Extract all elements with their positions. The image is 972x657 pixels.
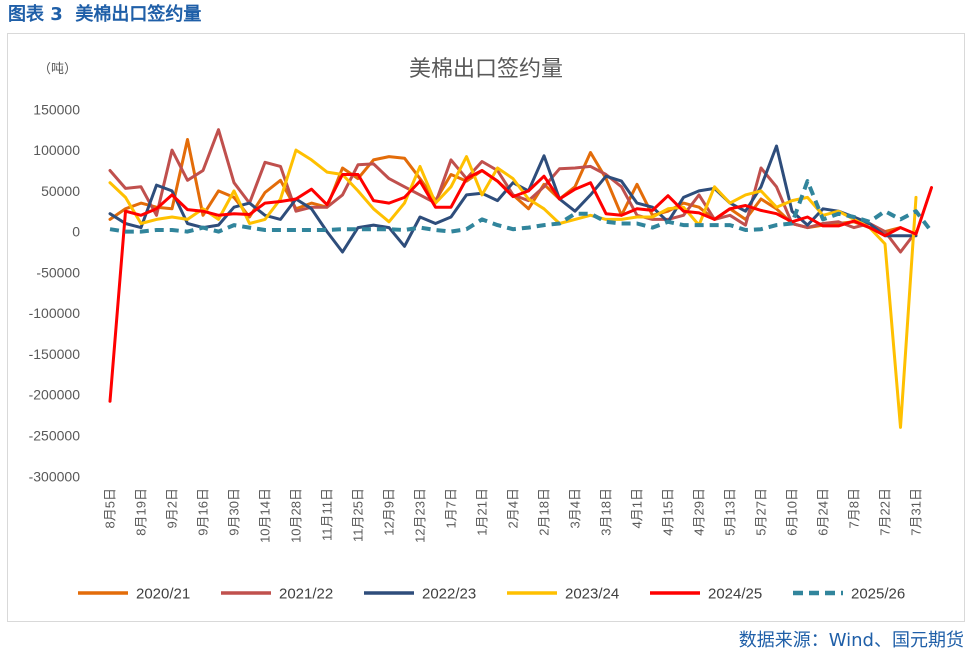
y-tick-label: 100000 <box>33 142 80 158</box>
y-tick-label: -150000 <box>29 346 81 362</box>
legend-label: 2021/22 <box>279 586 333 603</box>
y-tick-label: 50000 <box>41 183 80 199</box>
x-tick-label: 10月28日 <box>289 488 304 543</box>
chart-frame <box>7 33 965 622</box>
y-tick-label: -300000 <box>29 468 81 484</box>
x-tick-label: 6月10日 <box>785 488 800 536</box>
x-tick-label: 11月25日 <box>351 488 366 542</box>
y-tick-label: 150000 <box>33 101 80 117</box>
x-tick-label: 6月24日 <box>816 488 831 536</box>
x-tick-label: 12月9日 <box>382 488 397 536</box>
x-tick-label: 2月18日 <box>537 488 552 536</box>
legend-item-2022-23: 2022/23 <box>364 586 476 603</box>
x-tick-label: 11月11日 <box>320 488 335 541</box>
x-tick-label: 1月21日 <box>475 488 490 536</box>
series-line-2021-22 <box>108 128 918 254</box>
x-tick-label: 8月19日 <box>134 488 149 536</box>
x-tick-label: 12月23日 <box>413 488 428 543</box>
legend-label: 2023/24 <box>565 586 619 603</box>
x-tick-label: 5月27日 <box>754 488 769 536</box>
legend-label: 2025/26 <box>851 586 905 603</box>
x-tick-label: 4月15日 <box>661 488 676 536</box>
x-tick-label: 7月22日 <box>878 488 893 536</box>
x-tick-label: 1月7日 <box>444 488 459 528</box>
series-line-2024-25 <box>108 169 933 403</box>
legend-item-2021-22: 2021/22 <box>221 586 333 603</box>
legend-item-2025-26: 2025/26 <box>793 586 905 603</box>
x-tick-label: 9月2日 <box>165 488 180 528</box>
x-tick-label: 2月4日 <box>506 488 521 528</box>
data-source-note: 数据来源：Wind、国元期货 <box>738 630 964 651</box>
series-line-2023-24 <box>108 148 918 429</box>
x-axis: 8月5日 8月19日 9月2日 9月16日 9月30日 10月14日 10月28日 11月11… <box>103 488 924 543</box>
legend-item-2020-21: 2020/21 <box>78 586 190 603</box>
x-tick-label: 3月18日 <box>599 488 614 536</box>
x-tick-label: 4月29日 <box>692 488 707 536</box>
y-tick-label: -50000 <box>36 264 80 280</box>
legend-label: 2022/23 <box>422 586 476 603</box>
x-tick-label: 8月5日 <box>103 488 118 528</box>
x-tick-label: 9月30日 <box>227 488 242 536</box>
y-tick-label: -200000 <box>29 387 81 403</box>
y-unit-label: （吨） <box>38 61 77 76</box>
series-line-2025-26 <box>109 179 934 234</box>
x-tick-label: 4月1日 <box>630 488 645 528</box>
legend-label: 2024/25 <box>708 586 762 603</box>
x-tick-label: 7月8日 <box>847 488 862 528</box>
x-tick-label: 5月13日 <box>723 488 738 536</box>
chart-title: 美棉出口签约量 <box>409 56 563 81</box>
legend: 2020/21 2021/22 2022/23 2023/24 2024/25 2025/… <box>78 586 905 603</box>
x-tick-label: 3月4日 <box>568 488 583 528</box>
legend-label: 2020/21 <box>136 586 190 603</box>
x-tick-label: 7月31日 <box>909 488 924 536</box>
y-axis: 150000 100000 50000 0 -50000 -100000 -150000 -2… <box>29 101 81 484</box>
x-tick-label: 9月16日 <box>196 488 211 536</box>
x-tick-label: 10月14日 <box>258 488 273 543</box>
y-tick-label: -100000 <box>29 305 81 321</box>
y-tick-label: -250000 <box>29 428 81 444</box>
series-lines <box>108 128 934 429</box>
y-tick-label: 0 <box>72 224 80 240</box>
series-line-2022-23 <box>108 144 918 254</box>
legend-item-2024-25: 2024/25 <box>650 586 762 603</box>
figure-title: 图表 3 美棉出口签约量 <box>8 4 202 25</box>
legend-item-2023-24: 2023/24 <box>507 586 619 603</box>
